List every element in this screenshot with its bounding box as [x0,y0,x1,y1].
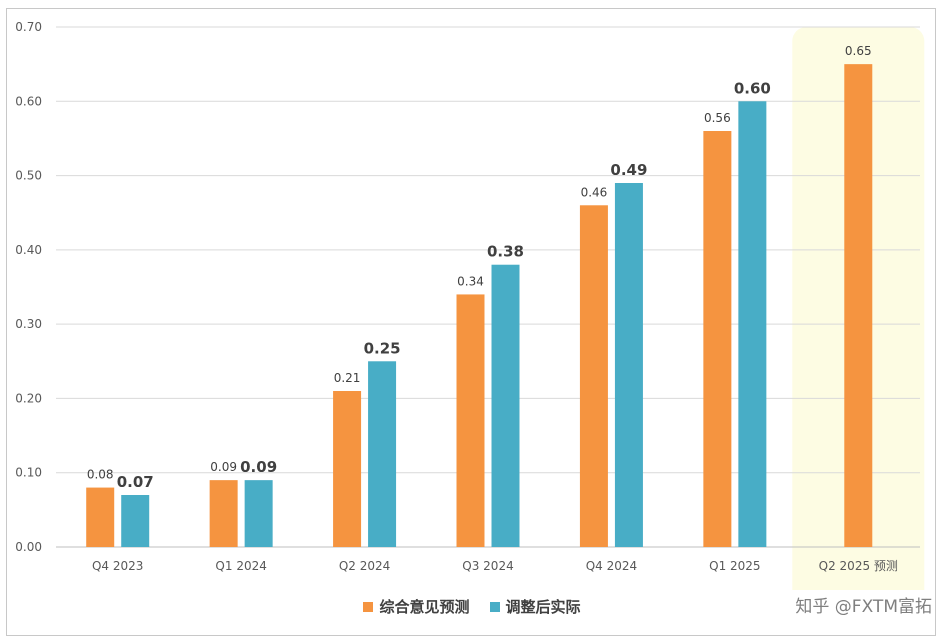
x-tick-label: Q3 2024 [462,559,513,573]
data-label-forecast: 0.65 [845,44,872,58]
bar-actual [368,361,397,547]
bar-forecast [209,480,238,547]
x-tick-label: Q4 2023 [92,559,143,573]
legend-item-forecast: 综合意见预测 [363,596,470,617]
bar-actual [244,480,273,547]
y-tick-label: 0.30 [15,317,42,331]
data-label-actual: 0.25 [364,339,401,357]
data-label-forecast: 0.21 [334,371,361,385]
y-tick-label: 0.10 [15,466,42,480]
bar-actual [738,101,767,548]
bar-forecast [703,131,732,547]
x-tick-label: Q1 2025 [709,559,760,573]
bar-forecast [844,64,873,548]
x-tick-label: Q2 2024 [339,559,390,573]
bar-forecast [579,205,608,548]
data-label-forecast: 0.34 [457,274,484,288]
x-tick-label: Q4 2024 [586,559,637,573]
bar-forecast [456,294,485,547]
bar-forecast [333,391,362,547]
data-label-actual: 0.49 [610,161,647,179]
legend-label-forecast: 综合意见预测 [379,598,470,616]
data-label-forecast: 0.09 [210,460,237,474]
data-label-actual: 0.60 [734,79,771,97]
watermark: 知乎 @FXTM富拓 [795,597,932,617]
legend-swatch-forecast [363,601,374,612]
legend: 综合意见预测 调整后实际 [0,596,944,617]
y-tick-label: 0.50 [15,169,42,183]
bar-actual [614,183,643,547]
bar-forecast [86,487,115,547]
bar-actual [121,495,150,547]
data-label-actual: 0.07 [117,473,154,491]
y-tick-label: 0.20 [15,391,42,405]
y-tick-label: 0.70 [15,20,42,34]
bar-chart: 0.00 0.10 0.20 0.30 0.40 0.50 0.60 0.70 0.08 0.07… [15,20,925,590]
data-label-actual: 0.38 [487,243,524,261]
x-tick-label: Q2 2025 预测 [819,559,898,573]
bar-actual [491,264,520,547]
data-label-forecast: 0.46 [581,185,608,199]
data-label-actual: 0.09 [240,458,277,476]
y-tick-label: 0.00 [15,540,42,554]
legend-label-actual: 调整后实际 [505,598,581,616]
data-label-forecast: 0.56 [704,111,731,125]
x-tick-label: Q1 2024 [215,559,266,573]
legend-item-actual: 调整后实际 [489,596,581,617]
y-tick-label: 0.60 [15,94,42,108]
y-tick-label: 0.40 [15,243,42,257]
legend-swatch-actual [489,601,500,612]
data-label-forecast: 0.08 [87,468,114,482]
